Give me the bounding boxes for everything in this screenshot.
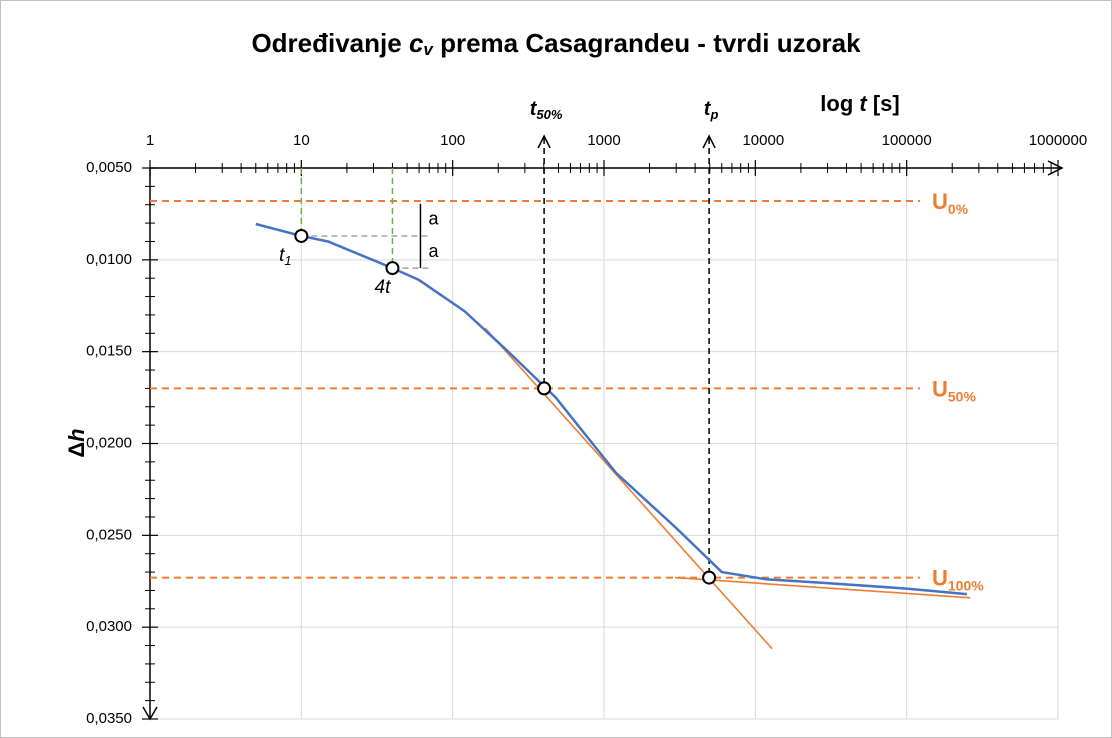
- level-main: U: [932, 189, 948, 214]
- offset-label: a: [428, 241, 439, 261]
- chart-title: Određivanje cv prema Casagrandeu - tvrdi…: [251, 28, 861, 60]
- time-point: [537, 381, 552, 396]
- x-tick-label: 1000: [587, 132, 620, 149]
- time-arrow: [537, 134, 551, 149]
- time-main: t: [530, 98, 538, 120]
- level-label: U100%: [932, 565, 984, 593]
- offset-label: a: [428, 209, 439, 229]
- x-axis-arrow: [1047, 160, 1064, 176]
- point-main: t: [279, 245, 285, 266]
- time-point: [702, 570, 717, 585]
- tangent-line: [484, 327, 773, 650]
- y-label-part: h: [64, 428, 89, 441]
- level-label: U50%: [932, 376, 976, 404]
- point-sub: 1: [284, 253, 291, 268]
- x-tick-label: 100: [440, 132, 465, 149]
- x-label-part: t: [859, 91, 868, 116]
- x-tick-label: 10000: [742, 132, 784, 149]
- level-sub: 50%: [948, 388, 977, 404]
- y-tick-label: 0,0100: [86, 251, 132, 268]
- x-tick-label: 100000: [882, 132, 932, 149]
- point-label: 4t: [375, 277, 392, 298]
- x-label-part: [s]: [867, 91, 900, 116]
- marked-point: [385, 261, 400, 276]
- title-part: Određivanje: [251, 28, 409, 58]
- y-tick-label: 0,0150: [86, 343, 132, 360]
- time-sub: 50%: [536, 107, 562, 122]
- y-tick-label: 0,0250: [86, 526, 132, 543]
- marked-point: [294, 228, 309, 243]
- level-main: U: [932, 565, 948, 590]
- time-arrow: [702, 134, 716, 149]
- time-sub: p: [709, 107, 718, 122]
- level-main: U: [932, 376, 948, 401]
- y-tick-label: 0,0300: [86, 618, 132, 635]
- time-label: tp: [704, 98, 719, 122]
- title-part: prema Casagrandeu - tvrdi uzorak: [433, 28, 861, 58]
- x-tick-label: 1000000: [1029, 132, 1087, 149]
- y-label-part: Δ: [64, 442, 89, 458]
- level-sub: 0%: [948, 201, 969, 217]
- level-label: U0%: [932, 189, 969, 217]
- point-label: t1: [279, 245, 292, 268]
- title-part: v: [423, 40, 434, 59]
- x-axis-label: log t [s]: [820, 91, 899, 116]
- x-tick-label: 1: [146, 132, 154, 149]
- y-tick-label: 0,0350: [86, 710, 132, 727]
- y-axis-label: Δh: [64, 428, 89, 457]
- level-sub: 100%: [948, 577, 984, 593]
- y-tick-label: 0,0050: [86, 159, 132, 176]
- x-tick-label: 10: [293, 132, 310, 149]
- point-main: 4t: [375, 277, 392, 298]
- tangent-line: [675, 576, 971, 599]
- data-line: [255, 222, 968, 596]
- title-part: c: [409, 28, 424, 58]
- x-label-part: log: [820, 91, 859, 116]
- y-tick-label: 0,0200: [86, 434, 132, 451]
- time-main: t: [704, 98, 712, 120]
- time-label: t50%: [530, 98, 563, 122]
